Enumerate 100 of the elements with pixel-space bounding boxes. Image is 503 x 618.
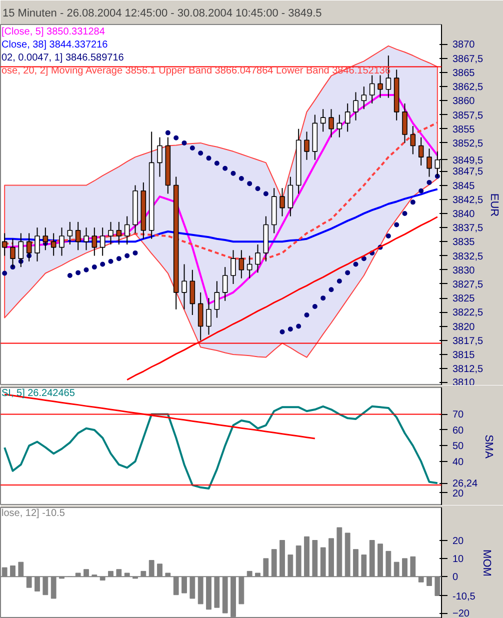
candlestick <box>198 292 204 341</box>
candlestick <box>369 74 375 104</box>
candlestick <box>280 188 285 217</box>
point <box>92 264 97 270</box>
point <box>230 170 236 176</box>
candlestick <box>230 250 236 284</box>
point <box>361 256 366 262</box>
point <box>206 156 212 161</box>
candlestick <box>206 298 212 336</box>
y-tick-label: 3867,5 <box>452 54 484 65</box>
candlestick <box>418 136 424 166</box>
point <box>174 135 179 140</box>
point <box>84 267 89 272</box>
y-tick-label: 20 <box>452 536 464 547</box>
candlestick <box>246 255 252 279</box>
point <box>182 140 187 146</box>
y-tick-label: 3832,5 <box>452 251 484 262</box>
y-tick-label: 3865 <box>452 68 476 79</box>
point <box>402 210 408 216</box>
point <box>426 180 432 185</box>
candlestick <box>108 221 114 245</box>
y-tick-label: 10 <box>452 554 464 565</box>
candlestick <box>222 266 228 302</box>
y-tick-label: 3870 <box>452 40 476 51</box>
point <box>345 270 350 276</box>
y-tick-label: 70 <box>452 410 464 421</box>
y-tick-label: 20 <box>452 488 464 500</box>
point <box>222 166 228 171</box>
y-tick-label: 3837,5 <box>452 223 484 234</box>
candlestick <box>255 244 260 274</box>
point <box>394 222 400 228</box>
y-axis-title: SMA <box>482 434 495 460</box>
candlestick <box>10 238 16 268</box>
candlestick <box>190 269 196 316</box>
y-tick-label: 3852,5 <box>452 138 484 150</box>
candlestick <box>157 136 162 178</box>
y-tick-label: 3822,5 <box>452 308 484 319</box>
y-tick-label: 3815 <box>452 350 476 361</box>
line-series <box>4 405 438 490</box>
chart-title: 15 Minuten - 26.08.2004 12:45:00 - 30.08.2004 10:45:00 - 3849.5 <box>2 8 322 20</box>
candlestick <box>59 227 64 256</box>
point <box>386 234 391 239</box>
candlestick <box>75 221 81 251</box>
point <box>410 200 416 205</box>
point <box>116 256 122 262</box>
point <box>108 258 114 264</box>
y-tick-label: 3830 <box>452 265 476 276</box>
y-tick-label: 40 <box>452 456 464 468</box>
y-tick-label: 50 <box>452 441 464 452</box>
point <box>263 191 268 196</box>
y-axis-title: MOM <box>480 550 492 576</box>
y-tick-label: 3827,5 <box>452 279 484 290</box>
y-tick-label: 3825 <box>452 294 476 305</box>
text: 02, 0.0047, 1] 3846.589716 <box>2 52 124 64</box>
y-tick-label: 3817,5 <box>452 336 484 347</box>
point <box>312 304 318 310</box>
y-tick-label: 3860 <box>452 96 476 108</box>
point <box>296 324 302 329</box>
point <box>238 176 244 181</box>
point <box>67 273 72 278</box>
point <box>198 150 204 156</box>
point <box>255 186 260 192</box>
point <box>132 250 138 256</box>
candlestick <box>124 216 130 245</box>
point <box>190 146 195 151</box>
y-axis-title: EUR <box>488 193 500 217</box>
candlestick <box>50 232 56 256</box>
candlestick <box>336 114 342 138</box>
y-tick-label: 3820 <box>452 322 476 333</box>
candlestick <box>116 221 122 245</box>
candlestick <box>328 108 334 138</box>
candlestick <box>182 264 187 310</box>
y-tick-label: 3855 <box>452 124 476 136</box>
point <box>418 188 424 194</box>
candlestick <box>2 232 8 256</box>
text: lose, 12] -10.5 <box>2 508 66 520</box>
candlestick <box>238 250 244 279</box>
point <box>336 278 342 284</box>
y-tick-label: -10,5 <box>452 591 476 602</box>
y-tick-label: 3840 <box>452 208 476 220</box>
point <box>328 287 334 292</box>
point <box>280 329 285 334</box>
candlestick <box>320 108 326 132</box>
text: Close, 38] 3844.337216 <box>2 40 108 51</box>
point <box>100 262 106 267</box>
candlestick <box>67 221 73 245</box>
point <box>288 326 293 332</box>
candlestick <box>304 131 310 160</box>
y-tick-label: −20 <box>452 608 470 618</box>
candlestick <box>92 227 98 256</box>
y-tick-label: 3842,5 <box>452 194 484 206</box>
candlestick <box>410 126 416 155</box>
candlestick <box>378 74 383 98</box>
candlestick <box>402 102 408 144</box>
candlestick <box>353 92 358 121</box>
point <box>76 270 81 276</box>
point <box>353 262 358 267</box>
point <box>247 181 252 186</box>
y-tick-label: 26,24 <box>452 478 478 490</box>
y-tick-label: 3857,5 <box>452 110 484 122</box>
